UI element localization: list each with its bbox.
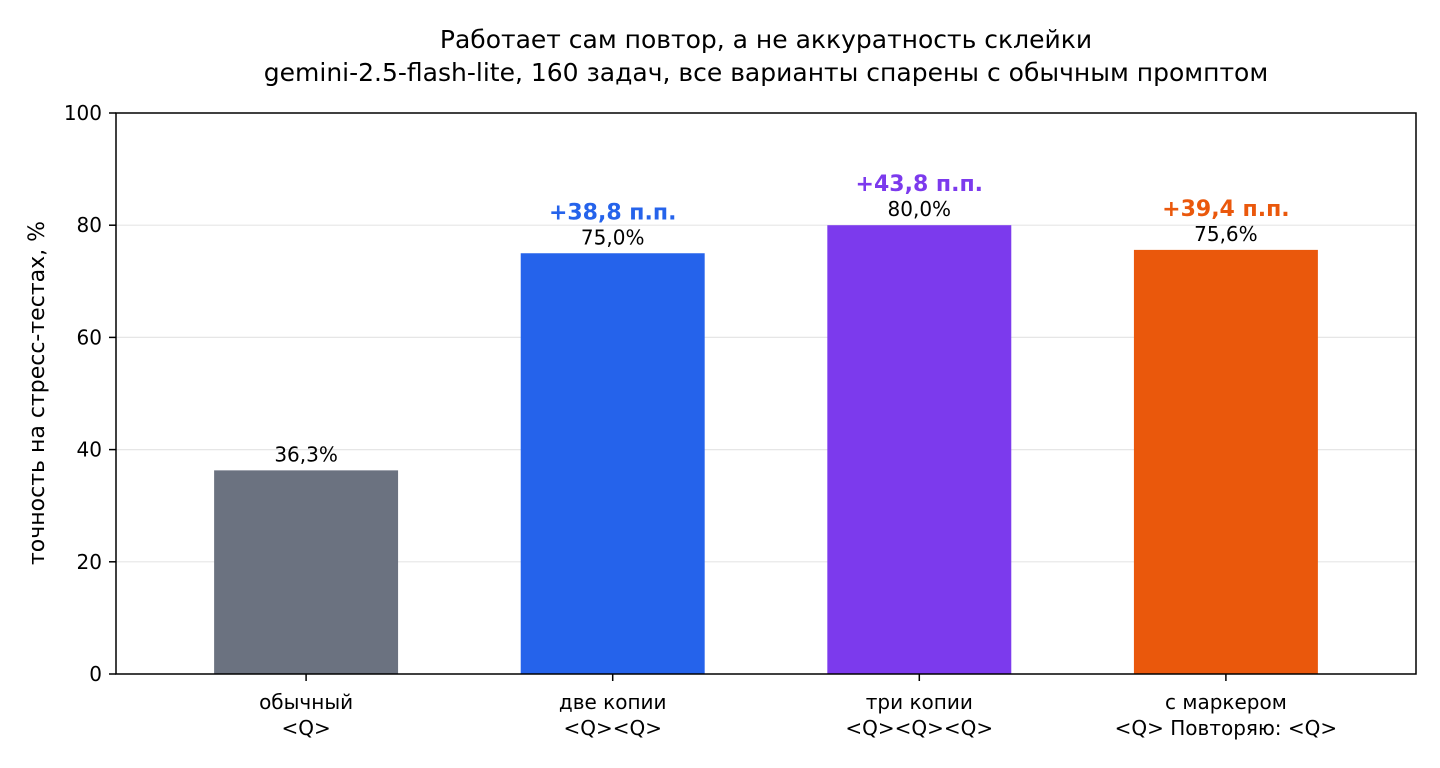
x-tick-sublabel: <Q><Q><Q> bbox=[845, 716, 993, 740]
bar bbox=[827, 225, 1012, 674]
bar-value-label: 75,0% bbox=[581, 225, 645, 249]
bar-value-label: 75,6% bbox=[1194, 222, 1258, 246]
bar bbox=[214, 470, 399, 674]
x-tick-label: с маркером bbox=[1165, 690, 1287, 714]
y-tick-label: 40 bbox=[77, 438, 102, 462]
x-tick-label: три копии bbox=[866, 690, 973, 714]
chart-subtitle: gemini-2.5-flash-lite, 160 задач, все ва… bbox=[264, 58, 1268, 87]
delta-label: +39,4 п.п. bbox=[1162, 197, 1290, 222]
bar bbox=[1133, 249, 1318, 674]
delta-label: +38,8 п.п. bbox=[549, 200, 677, 225]
y-axis-label: точность на стресс-тестах, % bbox=[25, 221, 50, 565]
bar bbox=[520, 253, 705, 674]
y-axis-ticks: 0 20 40 60 80 100 bbox=[64, 101, 116, 686]
chart-title: Работает сам повтор, а не аккуратность с… bbox=[440, 25, 1092, 54]
x-tick-sublabel: <Q><Q> bbox=[563, 716, 662, 740]
bar-value-label: 80,0% bbox=[888, 197, 952, 221]
x-tick-label: две копии bbox=[559, 690, 667, 714]
plot-frame bbox=[115, 112, 1417, 675]
bar-value-label: 36,3% bbox=[274, 442, 338, 466]
x-tick-label: обычный bbox=[259, 690, 353, 714]
y-tick-label: 60 bbox=[77, 325, 102, 349]
x-axis-ticks: обычный<Q> две копии<Q><Q> три копии<Q><Q>… bbox=[259, 674, 1337, 740]
bars bbox=[214, 225, 1318, 674]
y-tick-label: 20 bbox=[77, 550, 102, 574]
delta-label: +43,8 п.п. bbox=[856, 172, 984, 197]
y-tick-label: 0 bbox=[89, 662, 102, 686]
x-tick-sublabel: <Q> bbox=[281, 716, 330, 740]
y-tick-label: 80 bbox=[77, 213, 102, 237]
y-tick-label: 100 bbox=[64, 101, 102, 125]
data-labels: 36,3% 75,0%+38,8 п.п. 80,0%+43,8 п.п. 75,6%… bbox=[274, 172, 1289, 466]
x-tick-sublabel: <Q> Повторяю: <Q> bbox=[1115, 716, 1337, 740]
